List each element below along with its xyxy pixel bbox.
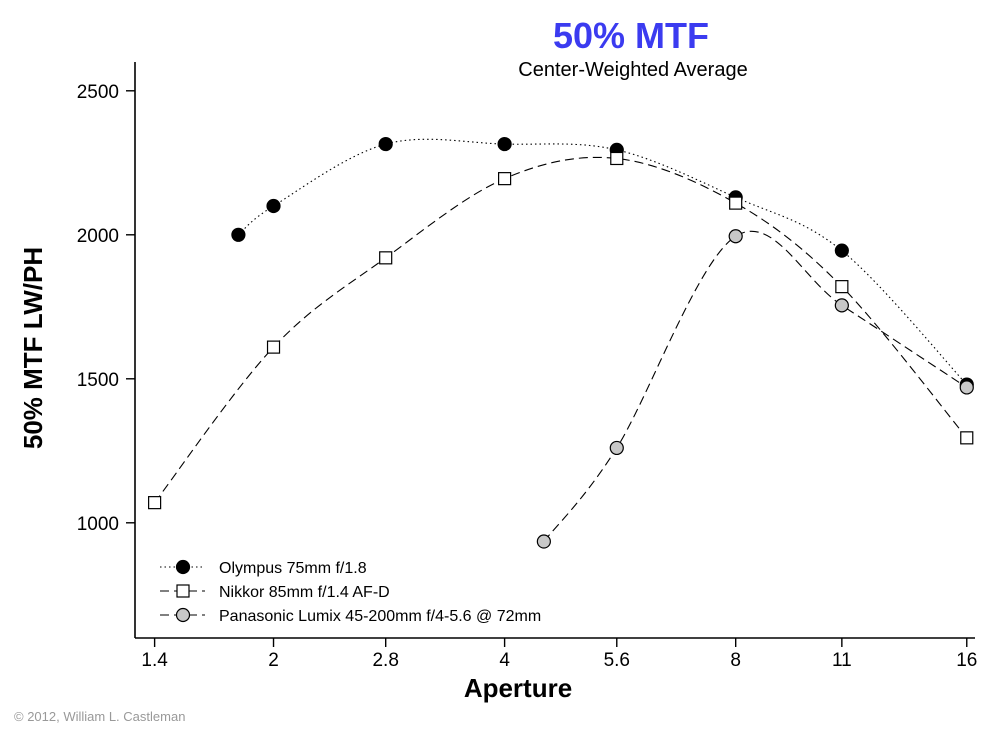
series-layer (148, 136, 974, 549)
x-tick-label: 2.8 (372, 650, 398, 671)
copyright-notice: © 2012, William L. Castleman (14, 709, 185, 724)
legend-label: Olympus 75mm f/1.8 (219, 560, 367, 577)
data-point (497, 136, 512, 152)
data-point (729, 196, 743, 210)
legend-marker (176, 584, 190, 598)
series-line (543, 230, 968, 542)
legend-marker (175, 559, 191, 575)
y-tick-label: 1000 (77, 514, 119, 535)
data-point (959, 380, 974, 395)
data-point (498, 172, 512, 186)
series-line (238, 138, 968, 385)
chart-subtitle: Center-Weighted Average (518, 59, 747, 81)
y-tick-label: 2500 (77, 82, 119, 103)
data-point (728, 229, 743, 244)
series-1 (231, 136, 974, 392)
chart-title: 50% MTF (553, 15, 709, 56)
legend-label: Nikkor 85mm f/1.4 AF-D (219, 584, 390, 601)
x-tick-label: 8 (730, 650, 741, 671)
data-point (378, 136, 393, 152)
y-tick-label: 1500 (77, 370, 119, 391)
axes: 1000 1500 2000 2500 1.4 2 2.8 4 5.6 8 11 16 (77, 62, 977, 671)
x-tick-label: 2 (268, 650, 279, 671)
x-axis-title: Aperture (464, 673, 572, 703)
data-point (379, 251, 393, 265)
x-tick-label: 1.4 (141, 650, 168, 671)
data-point (610, 151, 624, 166)
data-point (231, 227, 246, 242)
x-tick-label: 4 (499, 650, 510, 671)
data-point (834, 298, 849, 313)
x-tick-label: 16 (956, 650, 977, 671)
y-axis-title: 50% MTF LW/PH (18, 247, 48, 449)
data-point (960, 431, 974, 445)
data-point (536, 534, 551, 549)
series-3 (536, 229, 974, 549)
data-point (266, 198, 281, 214)
x-tick-label: 5.6 (604, 650, 630, 671)
legend-marker (175, 607, 191, 623)
legend: Olympus 75mm f/1.8 Nikkor 85mm f/1.4 AF-D… (160, 559, 541, 625)
data-point (266, 340, 281, 354)
data-point (834, 243, 849, 258)
data-point (835, 280, 849, 294)
series-2 (148, 151, 974, 510)
data-point (148, 496, 162, 510)
legend-label: Panasonic Lumix 45-200mm f/4-5.6 @ 72mm (219, 608, 541, 625)
y-tick-label: 2000 (77, 226, 119, 247)
x-tick-label: 11 (832, 650, 852, 671)
data-point (609, 440, 624, 456)
